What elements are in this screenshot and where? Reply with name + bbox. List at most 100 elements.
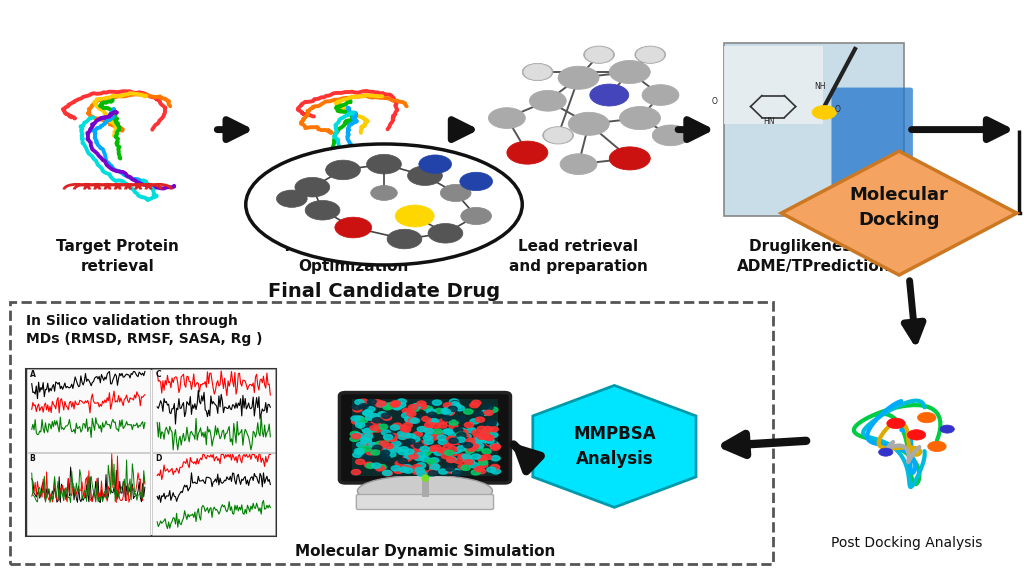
Circle shape — [404, 449, 414, 454]
Circle shape — [462, 454, 471, 459]
Circle shape — [443, 410, 453, 415]
Circle shape — [438, 469, 447, 474]
Circle shape — [429, 447, 438, 452]
Circle shape — [360, 437, 370, 442]
Circle shape — [442, 416, 452, 421]
Circle shape — [482, 429, 492, 434]
Circle shape — [425, 422, 434, 427]
Circle shape — [376, 466, 385, 471]
Circle shape — [404, 453, 414, 458]
Circle shape — [417, 427, 426, 432]
Circle shape — [354, 416, 364, 421]
Circle shape — [478, 460, 487, 465]
Circle shape — [391, 401, 400, 406]
Circle shape — [373, 418, 382, 423]
Circle shape — [429, 419, 438, 424]
Circle shape — [378, 412, 387, 417]
Circle shape — [464, 409, 473, 414]
FancyBboxPatch shape — [27, 369, 150, 452]
Circle shape — [449, 423, 458, 429]
Circle shape — [529, 90, 566, 111]
Circle shape — [463, 442, 472, 448]
Circle shape — [441, 409, 451, 414]
Circle shape — [351, 434, 360, 439]
Circle shape — [414, 445, 423, 450]
Circle shape — [428, 223, 463, 243]
Circle shape — [492, 444, 501, 449]
Ellipse shape — [24, 44, 212, 203]
Circle shape — [433, 429, 442, 434]
Circle shape — [350, 436, 359, 441]
Circle shape — [419, 155, 452, 173]
Circle shape — [483, 435, 493, 440]
Circle shape — [464, 460, 473, 465]
Circle shape — [486, 440, 496, 445]
Circle shape — [522, 63, 553, 81]
Circle shape — [465, 447, 474, 452]
Circle shape — [490, 464, 500, 469]
FancyBboxPatch shape — [352, 400, 498, 476]
Circle shape — [424, 428, 433, 433]
Circle shape — [358, 418, 368, 423]
Circle shape — [364, 423, 373, 428]
Circle shape — [431, 423, 440, 428]
Circle shape — [399, 459, 409, 464]
Circle shape — [460, 172, 493, 191]
Circle shape — [456, 406, 465, 411]
Circle shape — [361, 425, 371, 430]
Circle shape — [371, 442, 380, 448]
Text: Target Protein
retrieval: Target Protein retrieval — [56, 239, 179, 274]
Circle shape — [390, 425, 399, 430]
Circle shape — [434, 431, 443, 436]
Circle shape — [439, 469, 449, 475]
Circle shape — [444, 450, 454, 456]
Circle shape — [489, 442, 499, 447]
Circle shape — [386, 430, 395, 435]
Circle shape — [460, 454, 469, 460]
Circle shape — [474, 467, 483, 472]
Text: C: C — [156, 370, 161, 380]
Circle shape — [403, 468, 413, 473]
Circle shape — [416, 453, 425, 458]
Circle shape — [401, 427, 411, 432]
Circle shape — [560, 154, 597, 175]
Circle shape — [466, 438, 475, 444]
Circle shape — [907, 430, 926, 440]
Circle shape — [441, 409, 451, 414]
Circle shape — [440, 184, 471, 202]
Circle shape — [365, 462, 374, 467]
Circle shape — [414, 431, 423, 437]
Circle shape — [387, 403, 396, 408]
Circle shape — [458, 464, 467, 469]
Circle shape — [418, 404, 427, 409]
Circle shape — [417, 463, 426, 468]
Circle shape — [359, 434, 369, 439]
Circle shape — [423, 406, 432, 411]
Circle shape — [422, 450, 431, 455]
Circle shape — [468, 440, 477, 445]
Circle shape — [443, 403, 453, 408]
Circle shape — [406, 439, 415, 444]
Circle shape — [376, 441, 385, 446]
Circle shape — [371, 403, 380, 408]
Circle shape — [382, 470, 391, 475]
Circle shape — [429, 463, 438, 468]
Circle shape — [421, 456, 430, 461]
Circle shape — [394, 441, 403, 446]
Circle shape — [326, 160, 360, 180]
Circle shape — [381, 455, 390, 460]
Circle shape — [403, 423, 413, 428]
Circle shape — [590, 84, 629, 106]
Circle shape — [373, 427, 382, 432]
Circle shape — [410, 407, 419, 412]
Circle shape — [350, 431, 359, 437]
Circle shape — [455, 458, 464, 464]
Circle shape — [446, 436, 456, 441]
Circle shape — [887, 418, 905, 429]
Circle shape — [484, 435, 494, 441]
Circle shape — [401, 432, 411, 437]
Circle shape — [355, 459, 365, 464]
Circle shape — [373, 400, 382, 405]
Circle shape — [507, 141, 548, 164]
Circle shape — [430, 465, 439, 471]
